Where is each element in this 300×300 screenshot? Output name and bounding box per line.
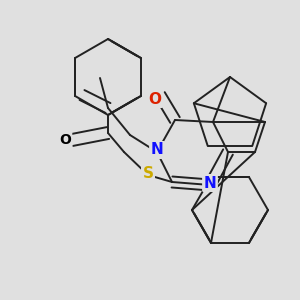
Text: S: S — [142, 166, 154, 181]
Text: N: N — [204, 176, 216, 190]
Text: N: N — [151, 142, 164, 158]
Text: O: O — [148, 92, 161, 106]
Text: O: O — [59, 133, 71, 147]
